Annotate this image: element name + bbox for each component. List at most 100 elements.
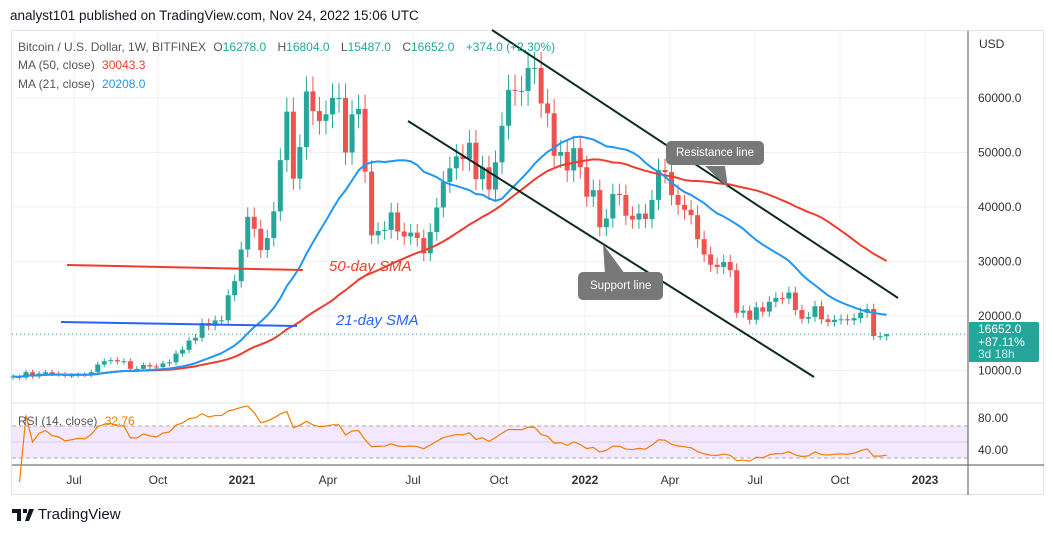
candle-body bbox=[479, 167, 485, 180]
candle-body bbox=[590, 190, 596, 197]
candle-body bbox=[877, 336, 883, 338]
candle-body bbox=[101, 361, 107, 365]
sma50-annotation: 50-day SMA bbox=[329, 258, 412, 275]
resistance-callout-pointer bbox=[705, 166, 728, 188]
time-tick-label: Apr bbox=[661, 473, 680, 487]
candle-body bbox=[121, 361, 127, 363]
candle-body bbox=[682, 204, 688, 210]
candle-body bbox=[140, 365, 146, 369]
candle-body bbox=[401, 231, 407, 237]
close-value: 16652.0 bbox=[410, 40, 455, 54]
candle-body bbox=[538, 68, 544, 104]
candle-body bbox=[434, 207, 440, 233]
candle-body bbox=[356, 108, 362, 115]
candle-body bbox=[193, 337, 199, 341]
candle-body bbox=[721, 262, 727, 267]
candle-body bbox=[277, 160, 283, 212]
time-tick-label: 2021 bbox=[229, 473, 256, 487]
candle-body bbox=[792, 292, 798, 311]
candle-body bbox=[786, 292, 792, 299]
time-tick-label: Oct bbox=[490, 473, 509, 487]
candle-body bbox=[427, 232, 433, 254]
candle-body bbox=[114, 360, 120, 362]
support-trend-line bbox=[407, 120, 815, 378]
candle-body bbox=[95, 364, 101, 373]
price-tick-label: 50000.0 bbox=[978, 146, 1022, 160]
candle-body bbox=[173, 353, 179, 363]
brand-name: TradingView bbox=[38, 506, 121, 523]
candle-body bbox=[688, 209, 694, 216]
candle-body bbox=[212, 320, 218, 326]
candle-body bbox=[186, 340, 192, 350]
support-callout-pointer bbox=[603, 244, 625, 274]
candle-body bbox=[760, 307, 766, 312]
candle-body bbox=[701, 239, 707, 255]
candle-body bbox=[662, 169, 668, 173]
candle-body bbox=[506, 89, 512, 126]
candle-body bbox=[43, 372, 49, 374]
candle-body bbox=[884, 334, 890, 337]
candle-body bbox=[245, 216, 251, 250]
candle-body bbox=[343, 98, 349, 153]
candle-body bbox=[747, 310, 753, 320]
rsi-legend: RSI (14, close) 32.76 bbox=[18, 414, 139, 428]
candle-body bbox=[147, 365, 153, 367]
low-value: 15487.0 bbox=[347, 40, 391, 54]
candle-body bbox=[225, 295, 231, 321]
support-line-callout: Support line bbox=[578, 272, 664, 300]
last-change: +87.11% bbox=[978, 334, 1025, 349]
time-tick-label: 2022 bbox=[572, 473, 599, 487]
candle-body bbox=[525, 68, 531, 91]
candle-body bbox=[453, 156, 459, 169]
candle-body bbox=[414, 232, 420, 239]
candle-body bbox=[851, 318, 857, 321]
candle-body bbox=[655, 169, 661, 200]
candle-body bbox=[571, 148, 577, 171]
high-value: 16804.0 bbox=[286, 40, 330, 54]
candle-body bbox=[799, 310, 805, 319]
ma50-legend: MA (50, close) 30043.3 bbox=[18, 58, 149, 72]
ma50-label: MA (50, close) bbox=[18, 58, 95, 72]
candle-body bbox=[49, 372, 55, 374]
candle-body bbox=[180, 349, 186, 354]
candle-body bbox=[818, 306, 824, 320]
candle-body bbox=[108, 360, 114, 362]
tradingview-logo[interactable]: TradingView bbox=[12, 506, 121, 523]
high-label: H bbox=[277, 40, 287, 54]
price-tick-label: 40000.0 bbox=[978, 200, 1022, 214]
candle-body bbox=[564, 151, 570, 171]
candle-body bbox=[329, 98, 335, 115]
candle-body bbox=[558, 151, 564, 156]
time-tick-label: Oct bbox=[149, 473, 168, 487]
candle-body bbox=[421, 238, 427, 254]
rsi-tick-label: 40.00 bbox=[978, 443, 1008, 457]
candle-body bbox=[727, 262, 733, 271]
candle-body bbox=[486, 167, 492, 190]
candle-body bbox=[362, 108, 368, 172]
candle-body bbox=[708, 254, 714, 265]
candle-body bbox=[532, 68, 538, 70]
low-label: L bbox=[340, 40, 348, 54]
candle-body bbox=[610, 193, 616, 219]
candle-body bbox=[773, 298, 779, 302]
candles bbox=[10, 51, 890, 380]
ma21-legend: MA (21, close) 20208.0 bbox=[18, 77, 149, 91]
sma21-horizontal-line bbox=[60, 321, 298, 327]
candle-body bbox=[369, 171, 375, 236]
candle-body bbox=[310, 91, 316, 112]
candle-body bbox=[290, 111, 296, 179]
candle-body bbox=[447, 168, 453, 182]
symbol-legend: Bitcoin / U.S. Dollar, 1W, BITFINEX O162… bbox=[18, 40, 559, 54]
last-price: 16652.0 bbox=[978, 322, 1022, 336]
sma21-annotation: 21-day SMA bbox=[336, 312, 419, 329]
publish-header: analyst101 published on TradingView.com,… bbox=[10, 8, 419, 23]
candle-body bbox=[519, 90, 525, 92]
ma21-line bbox=[12, 135, 887, 379]
time-tick-label: Jul bbox=[405, 473, 420, 487]
candle-body bbox=[714, 264, 720, 267]
candle-body bbox=[577, 148, 583, 168]
time-tick-label: Jul bbox=[66, 473, 81, 487]
candle-body bbox=[734, 270, 740, 313]
candle-body bbox=[858, 312, 864, 319]
